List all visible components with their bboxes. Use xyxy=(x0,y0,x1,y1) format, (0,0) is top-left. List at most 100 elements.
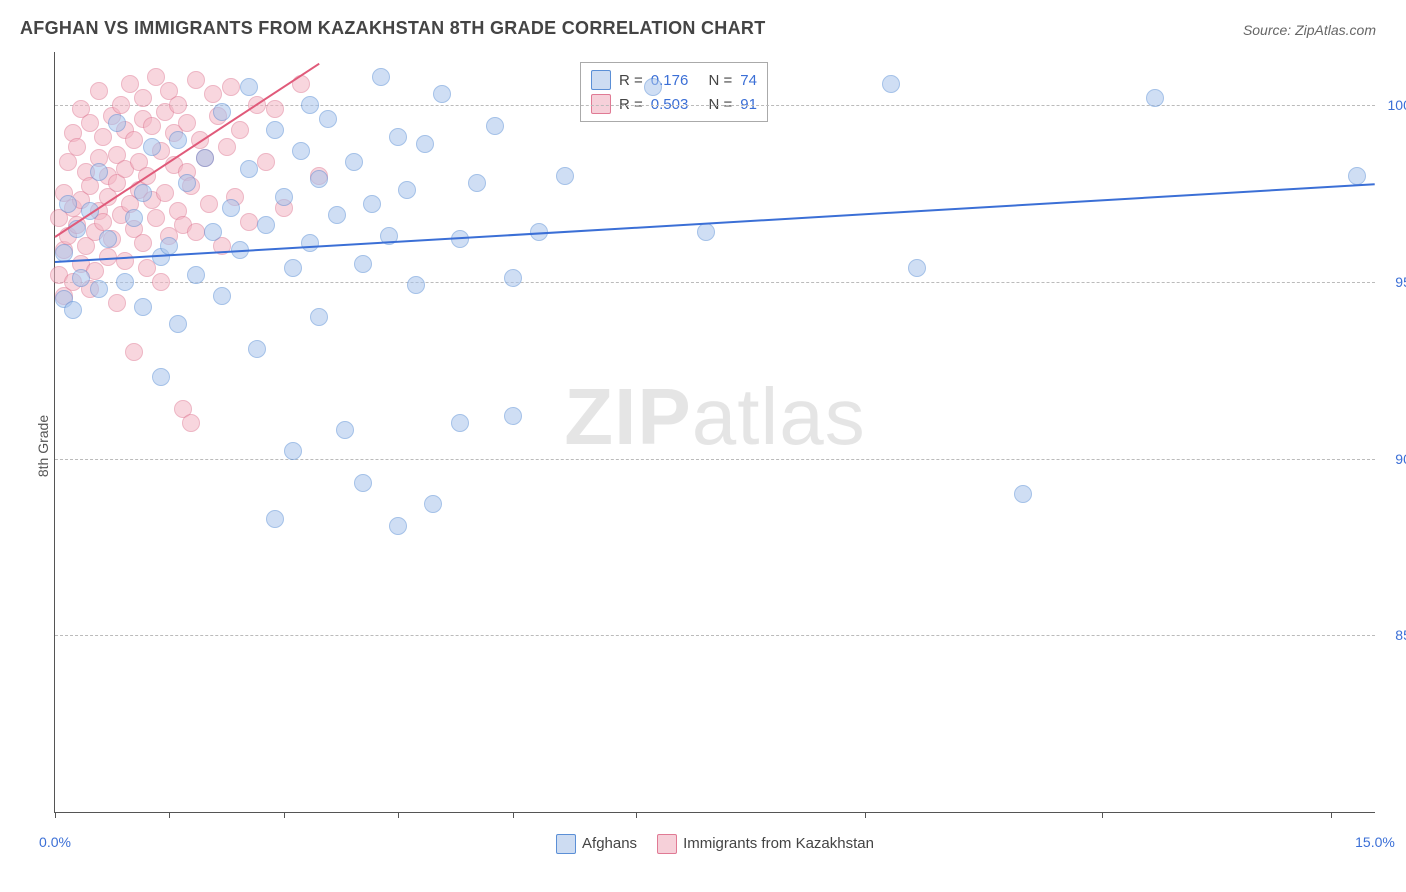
data-point xyxy=(908,259,926,277)
data-point xyxy=(266,100,284,118)
x-tick-mark xyxy=(513,812,514,818)
legend-item-blue: Afghans xyxy=(556,834,637,854)
data-point xyxy=(169,131,187,149)
data-point xyxy=(125,131,143,149)
data-point xyxy=(266,121,284,139)
y-tick-label: 90.0% xyxy=(1380,451,1406,467)
swatch-pink-icon xyxy=(591,94,611,114)
data-point xyxy=(178,174,196,192)
data-point xyxy=(134,184,152,202)
data-point xyxy=(301,234,319,252)
source-label: Source: ZipAtlas.com xyxy=(1243,22,1376,38)
gridline xyxy=(55,282,1375,283)
data-point xyxy=(169,96,187,114)
y-tick-label: 95.0% xyxy=(1380,274,1406,290)
data-point xyxy=(187,223,205,241)
x-tick-mark xyxy=(284,812,285,818)
data-point xyxy=(178,114,196,132)
data-point xyxy=(424,495,442,513)
watermark: ZIPatlas xyxy=(564,371,865,463)
data-point xyxy=(882,75,900,93)
stats-legend: R = 0.176 N = 74 R = 0.503 N = 91 xyxy=(580,62,768,122)
data-point xyxy=(187,266,205,284)
data-point xyxy=(486,117,504,135)
legend-row-pink: R = 0.503 N = 91 xyxy=(591,92,757,116)
data-point xyxy=(152,273,170,291)
data-point xyxy=(147,68,165,86)
data-point xyxy=(398,181,416,199)
data-point xyxy=(231,121,249,139)
data-point xyxy=(1146,89,1164,107)
gridline xyxy=(55,635,1375,636)
data-point xyxy=(644,78,662,96)
data-point xyxy=(152,368,170,386)
data-point xyxy=(68,138,86,156)
data-point xyxy=(222,78,240,96)
data-point xyxy=(504,269,522,287)
data-point xyxy=(108,114,126,132)
x-tick-mark xyxy=(636,812,637,818)
data-point xyxy=(407,276,425,294)
data-point xyxy=(134,234,152,252)
data-point xyxy=(94,128,112,146)
data-point xyxy=(363,195,381,213)
data-point xyxy=(240,213,258,231)
data-point xyxy=(72,269,90,287)
data-point xyxy=(147,209,165,227)
y-tick-label: 100.0% xyxy=(1380,97,1406,113)
data-point xyxy=(468,174,486,192)
data-point xyxy=(310,308,328,326)
data-point xyxy=(354,255,372,273)
data-point xyxy=(292,142,310,160)
data-point xyxy=(222,199,240,217)
data-point xyxy=(354,474,372,492)
data-point xyxy=(204,85,222,103)
data-point xyxy=(125,209,143,227)
data-point xyxy=(99,230,117,248)
data-point xyxy=(266,510,284,528)
data-point xyxy=(301,96,319,114)
data-point xyxy=(81,114,99,132)
data-point xyxy=(213,103,231,121)
data-point xyxy=(156,184,174,202)
data-point xyxy=(196,149,214,167)
data-point xyxy=(143,138,161,156)
data-point xyxy=(1348,167,1366,185)
legend-item-pink: Immigrants from Kazakhstan xyxy=(657,834,874,854)
swatch-blue-icon xyxy=(591,70,611,90)
x-tick-mark xyxy=(1102,812,1103,818)
data-point xyxy=(328,206,346,224)
x-tick-mark xyxy=(398,812,399,818)
x-tick-label: 15.0% xyxy=(1355,834,1395,850)
data-point xyxy=(169,315,187,333)
data-point xyxy=(433,85,451,103)
chart-title: AFGHAN VS IMMIGRANTS FROM KAZAKHSTAN 8TH… xyxy=(20,18,766,39)
series-legend: Afghans Immigrants from Kazakhstan xyxy=(55,834,1375,854)
data-point xyxy=(59,195,77,213)
data-point xyxy=(284,259,302,277)
data-point xyxy=(504,407,522,425)
data-point xyxy=(697,223,715,241)
data-point xyxy=(143,117,161,135)
data-point xyxy=(116,252,134,270)
data-point xyxy=(345,153,363,171)
y-axis-label: 8th Grade xyxy=(35,415,51,477)
data-point xyxy=(248,340,266,358)
data-point xyxy=(125,343,143,361)
data-point xyxy=(204,223,222,241)
data-point xyxy=(90,163,108,181)
data-point xyxy=(389,128,407,146)
data-point xyxy=(108,294,126,312)
data-point xyxy=(182,414,200,432)
data-point xyxy=(64,301,82,319)
data-point xyxy=(90,82,108,100)
data-point xyxy=(372,68,390,86)
data-point xyxy=(389,517,407,535)
x-tick-mark xyxy=(169,812,170,818)
data-point xyxy=(134,298,152,316)
data-point xyxy=(200,195,218,213)
data-point xyxy=(1014,485,1032,503)
swatch-pink-icon xyxy=(657,834,677,854)
data-point xyxy=(121,75,139,93)
chart-container: AFGHAN VS IMMIGRANTS FROM KAZAKHSTAN 8TH… xyxy=(0,0,1406,892)
